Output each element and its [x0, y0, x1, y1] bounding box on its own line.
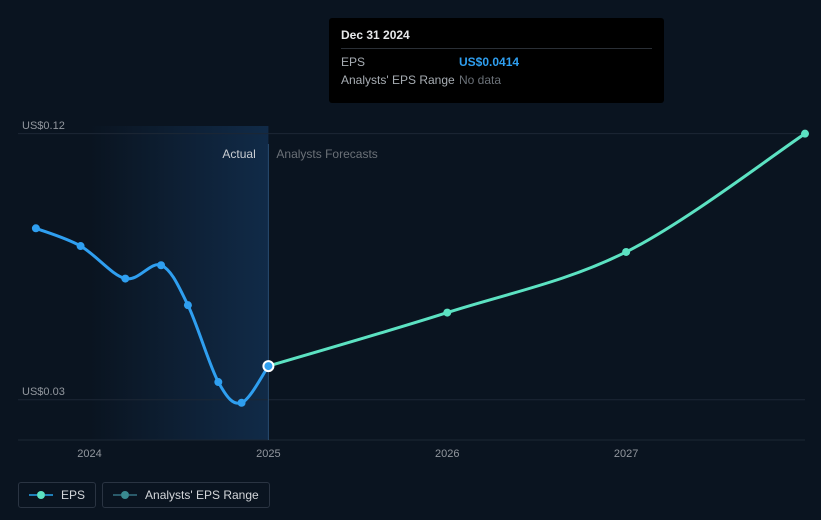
- tooltip-row-eps: EPS US$0.0414: [341, 53, 652, 71]
- x-axis-label: 2025: [256, 448, 280, 460]
- forecast-region-label: Analysts Forecasts: [276, 147, 377, 161]
- chart-legend: EPS Analysts' EPS Range: [18, 482, 270, 508]
- tooltip-label: EPS: [341, 53, 459, 71]
- tooltip-value: US$0.0414: [459, 53, 519, 71]
- x-axis-label: 2027: [614, 448, 638, 460]
- y-axis-label-top: US$0.12: [22, 120, 65, 132]
- legend-swatch-icon: [29, 491, 53, 499]
- tooltip-row-range: Analysts' EPS Range No data: [341, 71, 652, 89]
- tooltip-value: No data: [459, 71, 501, 89]
- legend-item-analysts-range[interactable]: Analysts' EPS Range: [102, 482, 270, 508]
- legend-swatch-icon: [113, 491, 137, 499]
- tooltip-label: Analysts' EPS Range: [341, 71, 459, 89]
- x-axis-label: 2024: [77, 448, 101, 460]
- y-axis-label-bottom: US$0.03: [22, 386, 65, 398]
- legend-label: EPS: [61, 488, 85, 502]
- chart-tooltip: Dec 31 2024 EPS US$0.0414 Analysts' EPS …: [329, 18, 664, 103]
- eps-chart: US$0.12 US$0.03 2024 2025 2026 2027 Actu…: [0, 0, 821, 520]
- legend-item-eps[interactable]: EPS: [18, 482, 96, 508]
- actual-region-label: Actual: [222, 147, 255, 161]
- legend-label: Analysts' EPS Range: [145, 488, 259, 502]
- tooltip-divider: [341, 48, 652, 49]
- tooltip-date: Dec 31 2024: [341, 26, 652, 44]
- x-axis-label: 2026: [435, 448, 459, 460]
